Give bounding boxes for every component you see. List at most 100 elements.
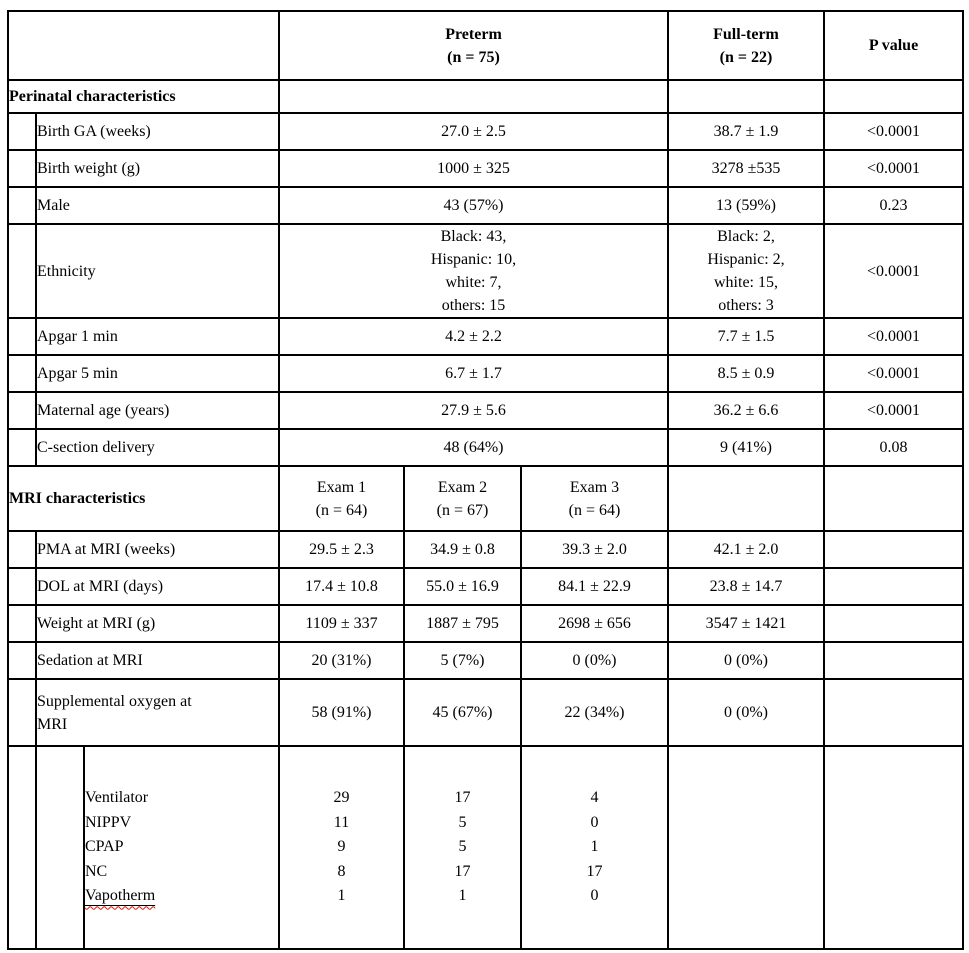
indent-cell — [7, 186, 37, 225]
respiratory-support-labels: Ventilator NIPPV CPAP NC Vapotherm — [83, 745, 280, 950]
indent-cell — [7, 428, 37, 467]
indent-cell — [7, 112, 37, 151]
list-item-label: Ventilator — [85, 789, 149, 807]
indent-cell — [7, 354, 37, 393]
empty-cell — [667, 465, 825, 532]
row-label: Maternal age (years) — [35, 391, 280, 430]
preterm-value: 43 (57%) — [278, 186, 669, 225]
header-empty-cell — [7, 10, 280, 81]
row-label: Apgar 5 min — [35, 354, 280, 393]
list-item-value: 9 — [337, 838, 346, 856]
p-value: <0.0001 — [823, 317, 964, 356]
indent-cell — [7, 317, 37, 356]
list-item-value: 1 — [337, 887, 346, 905]
row-label: DOL at MRI (days) — [35, 567, 280, 606]
list-item-value: 1 — [590, 838, 599, 856]
empty-cell — [667, 79, 825, 114]
empty-cell — [823, 465, 964, 532]
empty-cell — [823, 641, 964, 680]
table-row-supplemental-oxygen: Supplemental oxygen at MRI 58 (91%) 45 (… — [7, 678, 964, 747]
exam2-header: Exam 2 (n = 67) — [403, 465, 522, 532]
indent-cell — [7, 641, 37, 680]
row-label: Ethnicity — [35, 223, 280, 319]
empty-cell — [823, 678, 964, 747]
mri-section-title: MRI characteristics — [7, 465, 280, 532]
exam2-value: 5 (7%) — [403, 641, 522, 680]
preterm-value: 4.2 ± 2.2 — [278, 317, 669, 356]
empty-cell — [823, 604, 964, 643]
table-row-male: Male 43 (57%) 13 (59%) 0.23 — [7, 186, 964, 225]
preterm-value: 48 (64%) — [278, 428, 669, 467]
empty-cell — [823, 745, 964, 950]
list-item-value: 8 — [337, 862, 346, 880]
table-row-respiratory-support: Ventilator NIPPV CPAP NC Vapotherm 29 11… — [7, 745, 964, 950]
row-label: PMA at MRI (weeks) — [35, 530, 280, 569]
indent-cell — [7, 604, 37, 643]
empty-cell — [823, 530, 964, 569]
row-label: Birth weight (g) — [35, 149, 280, 188]
exam2-value: 1887 ± 795 — [403, 604, 522, 643]
list-item-value: 11 — [333, 813, 350, 831]
fullterm-value: 3278 ±535 — [667, 149, 825, 188]
exam2-value: 45 (67%) — [403, 678, 522, 747]
row-label: Apgar 1 min — [35, 317, 280, 356]
perinatal-section-title: Perinatal characteristics — [7, 79, 280, 114]
list-item-value: 5 — [458, 813, 467, 831]
exam2-value: 55.0 ± 16.9 — [403, 567, 522, 606]
p-value: <0.0001 — [823, 112, 964, 151]
list-item-label: NC — [85, 862, 108, 880]
table-row-apgar-1: Apgar 1 min 4.2 ± 2.2 7.7 ± 1.5 <0.0001 — [7, 317, 964, 356]
exam3-value: 22 (34%) — [520, 678, 669, 747]
list-item-value: 0 — [590, 887, 599, 905]
fullterm-value: 42.1 ± 2.0 — [667, 530, 825, 569]
table-row-birth-ga: Birth GA (weeks) 27.0 ± 2.5 38.7 ± 1.9 <… — [7, 112, 964, 151]
indent-cell — [7, 223, 37, 319]
empty-cell — [823, 567, 964, 606]
list-item-label-misspelled: Vapotherm — [85, 884, 277, 909]
p-value: 0.08 — [823, 428, 964, 467]
fullterm-value: Black: 2, Hispanic: 2, white: 15, others… — [667, 223, 825, 319]
exam2-value: 34.9 ± 0.8 — [403, 530, 522, 569]
header-preterm: Preterm (n = 75) — [278, 10, 669, 81]
table-row-ethnicity: Ethnicity Black: 43, Hispanic: 10, white… — [7, 223, 964, 319]
list-item-label: CPAP — [85, 838, 124, 856]
fullterm-value: 0 (0%) — [667, 678, 825, 747]
fullterm-value: 3547 ± 1421 — [667, 604, 825, 643]
list-item-label: NIPPV — [85, 813, 132, 831]
preterm-value: 1000 ± 325 — [278, 149, 669, 188]
fullterm-value: 9 (41%) — [667, 428, 825, 467]
header-fullterm: Full-term (n = 22) — [667, 10, 825, 81]
table-row-weight-mri: Weight at MRI (g) 1109 ± 337 1887 ± 795 … — [7, 604, 964, 643]
empty-cell — [278, 79, 669, 114]
spellcheck-underline: Vapotherm — [85, 887, 156, 905]
exam1-value: 1109 ± 337 — [278, 604, 405, 643]
fullterm-value: 8.5 ± 0.9 — [667, 354, 825, 393]
table-row-c-section: C-section delivery 48 (64%) 9 (41%) 0.08 — [7, 428, 964, 467]
table-row-pma: PMA at MRI (weeks) 29.5 ± 2.3 34.9 ± 0.8… — [7, 530, 964, 569]
list-item-value: 17 — [454, 789, 471, 807]
list-item-value: 29 — [333, 789, 350, 807]
list-item-value: 4 — [590, 789, 599, 807]
fullterm-value: 23.8 ± 14.7 — [667, 567, 825, 606]
preterm-value: 27.9 ± 5.6 — [278, 391, 669, 430]
list-item-value: 17 — [454, 862, 471, 880]
preterm-value: 27.0 ± 2.5 — [278, 112, 669, 151]
empty-cell — [823, 79, 964, 114]
indent-cell — [7, 530, 37, 569]
header-row: Preterm (n = 75) Full-term (n = 22) P va… — [7, 10, 964, 81]
row-label: Birth GA (weeks) — [35, 112, 280, 151]
fullterm-value: 7.7 ± 1.5 — [667, 317, 825, 356]
header-pvalue: P value — [823, 10, 964, 81]
p-value: <0.0001 — [823, 223, 964, 319]
indent-cell — [7, 149, 37, 188]
indent-cell — [35, 745, 85, 950]
underlined-word: Vapotherm — [85, 887, 156, 905]
respiratory-exam3-values: 4 0 1 17 0 — [520, 745, 669, 950]
table-row-birth-weight: Birth weight (g) 1000 ± 325 3278 ±535 <0… — [7, 149, 964, 188]
p-value: <0.0001 — [823, 149, 964, 188]
preterm-value: 6.7 ± 1.7 — [278, 354, 669, 393]
exam3-header: Exam 3 (n = 64) — [520, 465, 669, 532]
row-label: Male — [35, 186, 280, 225]
exam3-value: 39.3 ± 2.0 — [520, 530, 669, 569]
